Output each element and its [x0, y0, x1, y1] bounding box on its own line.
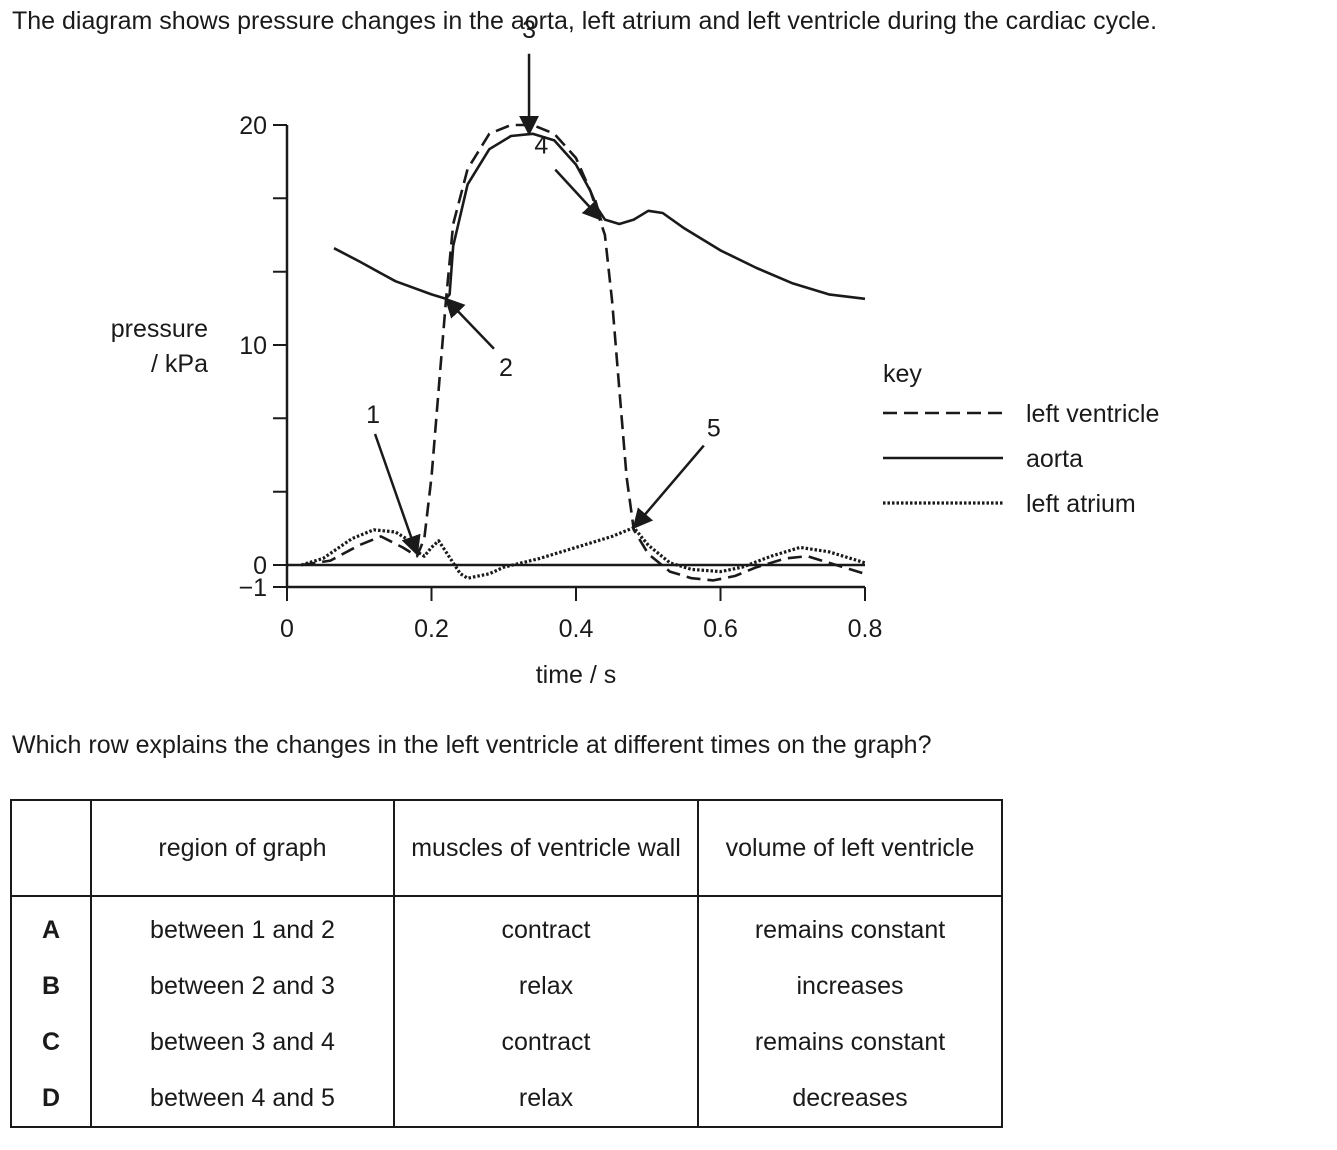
row-muscles: contract	[393, 896, 699, 958]
y-tick-label: 0	[253, 552, 267, 580]
header-muscles: muscles of ventricle wall	[393, 799, 699, 897]
row-muscles: relax	[393, 958, 699, 1014]
header-region: region of graph	[90, 799, 395, 897]
row-volume: remains constant	[697, 896, 1003, 958]
legend-label: left ventricle	[1026, 400, 1159, 428]
annotation-arrow	[632, 444, 705, 530]
row-volume: increases	[697, 958, 1003, 1014]
y-axis-unit: / kPa	[151, 350, 208, 378]
row-region: between 3 and 4	[90, 1014, 395, 1070]
x-tick-label: 0.2	[414, 615, 449, 643]
row-letter: D	[10, 1070, 92, 1128]
annotation-label: 1	[366, 401, 380, 429]
table-header-row: region of graph muscles of ventricle wal…	[10, 799, 1003, 897]
row-letter: B	[10, 958, 92, 1014]
annotation-label: 4	[534, 132, 548, 160]
annotation-label: 5	[707, 415, 721, 443]
series-left-atrium	[300, 526, 866, 580]
y-tick-label: 10	[239, 332, 267, 360]
annotation-label: 3	[522, 16, 536, 44]
row-muscles: relax	[393, 1070, 699, 1128]
header-letter	[10, 799, 92, 897]
header-volume: volume of left ventricle	[697, 799, 1003, 897]
y-tick-label: −1	[238, 574, 267, 602]
question-text: Which row explains the changes in the le…	[12, 731, 932, 759]
row-muscles: contract	[393, 1014, 699, 1070]
legend-label: left atrium	[1026, 490, 1136, 518]
row-letter: A	[10, 896, 92, 958]
legend-title: key	[883, 360, 922, 388]
row-letter: C	[10, 1014, 92, 1070]
row-volume: remains constant	[697, 1014, 1003, 1070]
annotation-arrow	[373, 433, 421, 556]
annotation-arrow	[444, 297, 495, 350]
y-tick-label: 20	[239, 112, 267, 140]
annotation-label: 2	[499, 354, 513, 382]
x-tick-label: 0.6	[703, 615, 738, 643]
row-region: between 1 and 2	[90, 896, 395, 958]
series-left-ventricle	[301, 123, 866, 582]
x-tick-label: 0.4	[559, 615, 594, 643]
intro-text: The diagram shows pressure changes in th…	[12, 7, 1158, 35]
pressure-chart: 20 10 0 −1 0 0.2 0.4 0.6 0.8 time / s pressure / kP…	[111, 16, 1160, 689]
x-tick-label: 0.8	[848, 615, 883, 643]
annotation-arrow	[554, 168, 603, 222]
row-region: between 2 and 3	[90, 958, 395, 1014]
x-tick-label: 0	[280, 615, 294, 643]
x-axis-label: time / s	[536, 661, 617, 689]
y-axis-label: pressure	[111, 315, 208, 343]
row-volume: decreases	[697, 1070, 1003, 1128]
answer-table: region of graph muscles of ventricle wal…	[10, 799, 1003, 1128]
legend-label: aorta	[1026, 445, 1083, 473]
row-region: between 4 and 5	[90, 1070, 395, 1128]
